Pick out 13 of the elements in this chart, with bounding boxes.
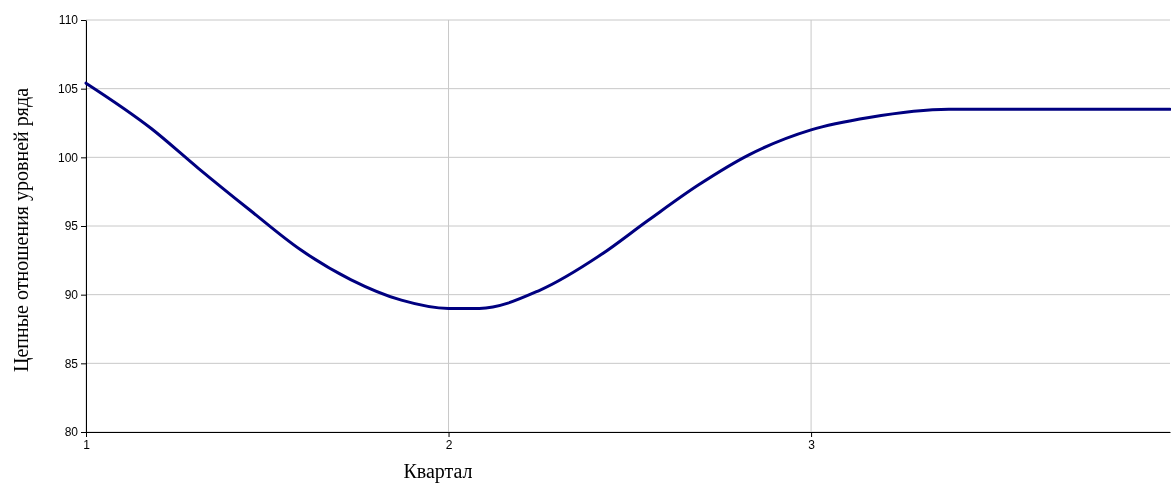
y-tick-label: 90 (64, 288, 79, 303)
y-tick-label: 85 (64, 356, 79, 371)
y-tick-label: 105 (57, 82, 79, 97)
y-tick-label: 100 (57, 150, 79, 165)
y-tick-label: 110 (58, 13, 79, 28)
y-tick-label: 80 (64, 425, 79, 440)
y-tick-label: 95 (64, 219, 79, 234)
x-tick-label: 3 (808, 437, 816, 452)
x-tick-label: 2 (445, 437, 453, 452)
line-series (84, 81, 1171, 310)
y-axis-title: Цепные отношения уровней ряда (10, 87, 33, 373)
x-axis-title: Квартал (403, 460, 473, 483)
x-tick-label: 1 (83, 437, 91, 452)
